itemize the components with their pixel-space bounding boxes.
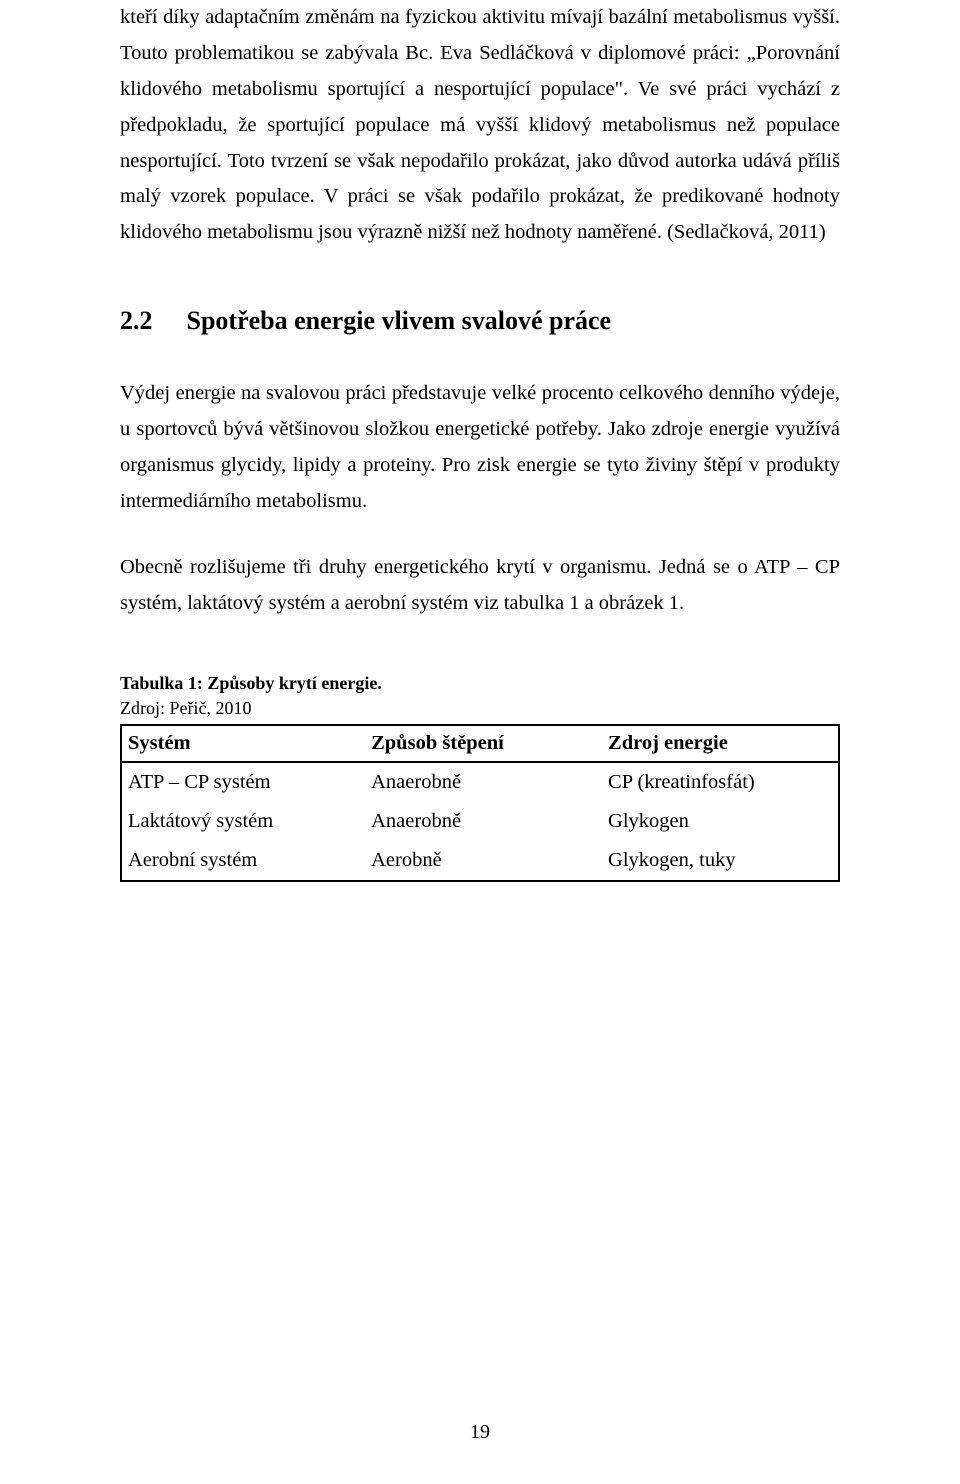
- section-title: Spotřeba energie vlivem svalové práce: [187, 306, 612, 335]
- table-cell: Aerobně: [365, 841, 602, 881]
- table-row: Aerobní systém Aerobně Glykogen, tuky: [121, 841, 839, 881]
- table-caption: Tabulka 1: Způsoby krytí energie.: [120, 671, 840, 695]
- table-row: ATP – CP systém Anaerobně CP (kreatinfos…: [121, 762, 839, 802]
- table-cell: Anaerobně: [365, 802, 602, 841]
- table-cell: Laktátový systém: [121, 802, 365, 841]
- section-heading: 2.2 Spotřeba energie vlivem svalové prác…: [120, 306, 840, 336]
- energy-table: Systém Způsob štěpení Zdroj energie ATP …: [120, 724, 840, 882]
- table-header-cell: Systém: [121, 725, 365, 762]
- section-number: 2.2: [120, 306, 180, 336]
- table-header-cell: Zdroj energie: [602, 725, 839, 762]
- table-header-cell: Způsob štěpení: [365, 725, 602, 762]
- document-page: kteří díky adaptačním změnám na fyzickou…: [0, 0, 960, 1484]
- table-source: Zdroj: Peřič, 2010: [120, 696, 840, 720]
- paragraph-2: Výdej energie na svalovou práci představ…: [120, 376, 840, 520]
- table-cell: Glykogen: [602, 802, 839, 841]
- paragraph-3: Obecně rozlišujeme tři druhy energetické…: [120, 550, 840, 622]
- table-cell: Aerobní systém: [121, 841, 365, 881]
- paragraph-1: kteří díky adaptačním změnám na fyzickou…: [120, 0, 840, 251]
- table-cell: Anaerobně: [365, 762, 602, 802]
- table-cell: ATP – CP systém: [121, 762, 365, 802]
- table-row: Laktátový systém Anaerobně Glykogen: [121, 802, 839, 841]
- table-header-row: Systém Způsob štěpení Zdroj energie: [121, 725, 839, 762]
- table-cell: Glykogen, tuky: [602, 841, 839, 881]
- table-cell: CP (kreatinfosfát): [602, 762, 839, 802]
- page-number: 19: [0, 1421, 960, 1444]
